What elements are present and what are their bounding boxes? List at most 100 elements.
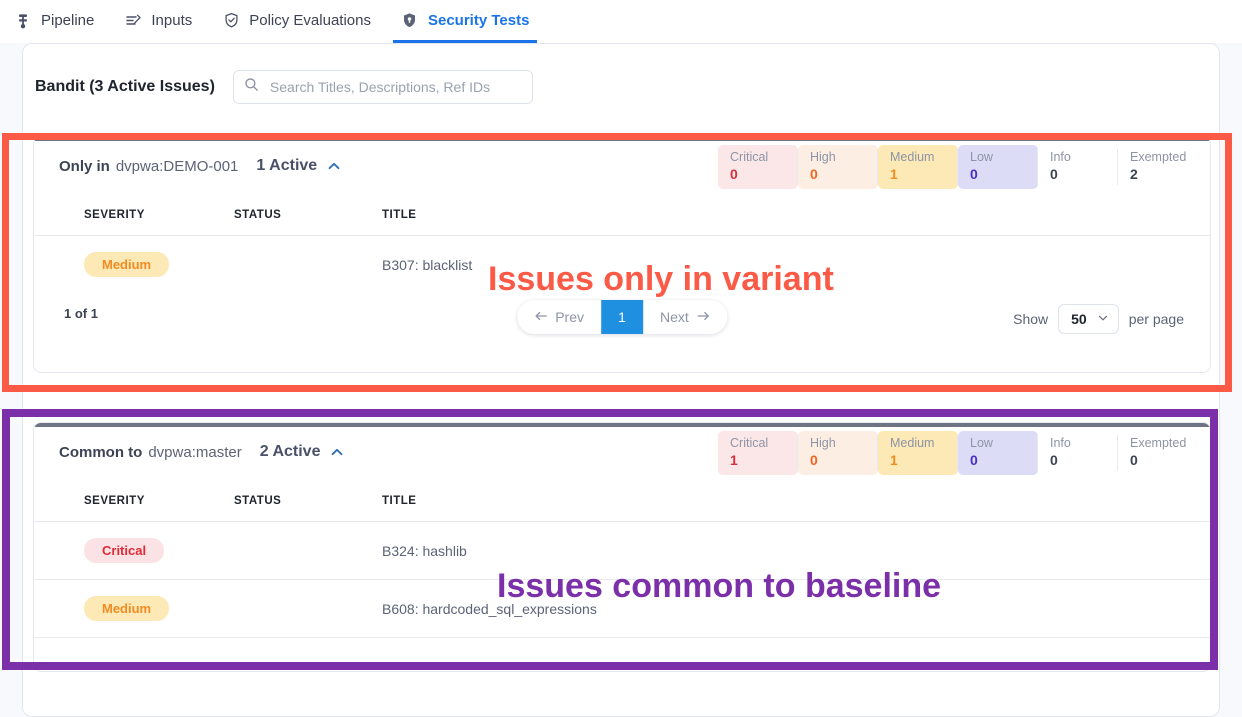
severity-chip-label: Critical — [730, 436, 769, 450]
severity-chip-exempted[interactable]: Exempted 0 — [1117, 431, 1198, 475]
column-header-severity: SEVERITY — [34, 195, 234, 236]
severity-chip-label: High — [810, 150, 836, 164]
panel-only-in-variant: Only in dvpwa:DEMO-001 1 Active Critical… — [33, 136, 1211, 373]
active-count: 1 Active — [256, 157, 318, 174]
severity-chip-info[interactable]: Info 0 — [1037, 145, 1118, 189]
tab-pipeline[interactable]: Pipeline — [14, 0, 94, 43]
show-label: Show — [1013, 311, 1049, 327]
next-page-button[interactable]: Next — [643, 300, 727, 334]
cell-title[interactable]: B307: blacklist — [382, 256, 473, 273]
severity-chip-label: Info — [1050, 150, 1071, 164]
severity-chip-value: 0 — [970, 452, 978, 468]
severity-chip-value: 0 — [1050, 166, 1058, 182]
severity-chip-label: High — [810, 436, 836, 450]
severity-chip-low[interactable]: Low 0 — [957, 431, 1038, 475]
table-header-row: SEVERITY STATUS TITLE — [34, 481, 1210, 522]
page-size-select[interactable]: 50 — [1058, 304, 1119, 334]
prev-page-label: Prev — [555, 309, 584, 325]
cell-title[interactable]: B324: hashlib — [382, 521, 1210, 580]
tab-policy-evaluations-label: Policy Evaluations — [249, 12, 371, 29]
severity-chip-critical[interactable]: Critical 1 — [718, 431, 798, 475]
panel-common-to-baseline: Common to dvpwa:master 2 Active Critical… — [33, 422, 1211, 672]
annotation-label-baseline: Issues common to baseline — [497, 567, 942, 605]
prev-page-button[interactable]: Prev — [517, 300, 601, 334]
severity-chip-info[interactable]: Info 0 — [1037, 431, 1118, 475]
pagination-only-in: 1 of 1 Prev 1 Next — [34, 293, 1210, 349]
severity-chip-value: 0 — [810, 452, 818, 468]
column-header-title: TITLE — [382, 481, 1210, 522]
severity-chip-value: 0 — [970, 166, 978, 182]
search-icon — [244, 77, 259, 97]
severity-chip-label: Medium — [890, 436, 935, 450]
severity-badge: Medium — [84, 252, 170, 277]
page-number-1[interactable]: 1 — [601, 300, 643, 334]
panel-header-common-to[interactable]: Common to dvpwa:master 2 Active Critical… — [34, 423, 1210, 481]
page-size-value: 50 — [1071, 311, 1087, 327]
table-header-row: SEVERITY STATUS TITLE — [34, 195, 1210, 236]
severity-chip-label: Medium — [890, 150, 935, 164]
scope-name: dvpwa:DEMO-001 — [115, 157, 239, 175]
severity-chip-label: Exempted — [1130, 436, 1187, 450]
severity-chip-low[interactable]: Low 0 — [957, 145, 1038, 189]
tab-security-tests[interactable]: Security Tests — [392, 0, 538, 43]
severity-chip-critical[interactable]: Critical 0 — [718, 145, 798, 189]
column-header-status: STATUS — [234, 481, 382, 522]
cell-status — [234, 236, 382, 294]
per-page-label: per page — [1128, 311, 1184, 327]
tab-bar: Pipeline Inputs Policy Evaluations — [0, 0, 1242, 43]
tab-inputs[interactable]: Inputs — [124, 0, 192, 43]
chevron-down-icon — [1097, 311, 1109, 327]
severity-summary-only-in: Critical 0 High 0 Medium 1 Low 0 Info — [718, 145, 1198, 189]
arrow-right-icon — [696, 309, 710, 325]
severity-chip-label: Low — [970, 436, 993, 450]
cell-status — [234, 521, 382, 580]
severity-badge: Medium — [84, 596, 170, 621]
severity-chip-label: Critical — [730, 150, 769, 164]
search-input[interactable] — [267, 78, 522, 96]
column-header-status: STATUS — [234, 195, 382, 236]
severity-chip-label: Info — [1050, 436, 1071, 450]
tab-policy-evaluations[interactable]: Policy Evaluations — [222, 0, 371, 43]
severity-chip-value: 0 — [1050, 452, 1058, 468]
severity-badge: Critical — [84, 538, 165, 563]
page-size-control: Show 50 per page — [1013, 304, 1184, 334]
severity-chip-value: 1 — [890, 166, 898, 182]
severity-chip-medium[interactable]: Medium 1 — [877, 431, 958, 475]
annotation-label-variant: Issues only in variant — [488, 260, 834, 298]
severity-chip-high[interactable]: High 0 — [797, 145, 878, 189]
table-row[interactable]: Critical B324: hashlib — [34, 521, 1210, 580]
search-field[interactable] — [232, 70, 533, 104]
severity-chip-medium[interactable]: Medium 1 — [877, 145, 958, 189]
arrow-left-icon — [534, 309, 548, 325]
severity-chip-value: 2 — [1130, 166, 1138, 182]
inputs-icon — [124, 12, 142, 30]
next-page-label: Next — [660, 309, 689, 325]
severity-chip-label: Low — [970, 150, 993, 164]
table-row[interactable]: Medium B608: hardcoded_sql_expressions — [34, 579, 1210, 638]
chevron-up-icon[interactable] — [326, 158, 342, 174]
severity-chip-value: 1 — [730, 452, 738, 468]
severity-chip-value: 1 — [890, 452, 898, 468]
active-count: 2 Active — [259, 443, 321, 460]
chevron-up-icon[interactable] — [329, 444, 345, 460]
shield-check-icon — [222, 12, 240, 30]
severity-chip-exempted[interactable]: Exempted 2 — [1117, 145, 1198, 189]
tab-pipeline-label: Pipeline — [41, 12, 95, 29]
scope-label: Common to — [59, 443, 143, 461]
tab-security-tests-label: Security Tests — [427, 12, 530, 29]
severity-summary-common-to: Critical 1 High 0 Medium 1 Low 0 Info — [718, 431, 1198, 475]
panel-header-only-in[interactable]: Only in dvpwa:DEMO-001 1 Active Critical… — [34, 137, 1210, 195]
tab-inputs-label: Inputs — [151, 12, 193, 29]
table-row[interactable]: Medium B307: blacklist — [34, 236, 1210, 294]
cell-title[interactable]: B608: hardcoded_sql_expressions — [382, 579, 1210, 638]
severity-chip-value: 0 — [1130, 452, 1138, 468]
bandit-toolbar: Bandit (3 Active Issues) — [35, 70, 533, 104]
scope-name: dvpwa:master — [148, 443, 242, 461]
severity-chip-high[interactable]: High 0 — [797, 431, 878, 475]
column-header-severity: SEVERITY — [34, 481, 234, 522]
security-tests-card: Bandit (3 Active Issues) Only in dvpwa:D… — [22, 43, 1220, 717]
scope-label: Only in — [59, 157, 110, 175]
page-title: Bandit (3 Active Issues) — [35, 78, 215, 95]
issues-table-only-in: SEVERITY STATUS TITLE Medium B307: black… — [34, 195, 1210, 293]
severity-chip-label: Exempted — [1130, 150, 1187, 164]
